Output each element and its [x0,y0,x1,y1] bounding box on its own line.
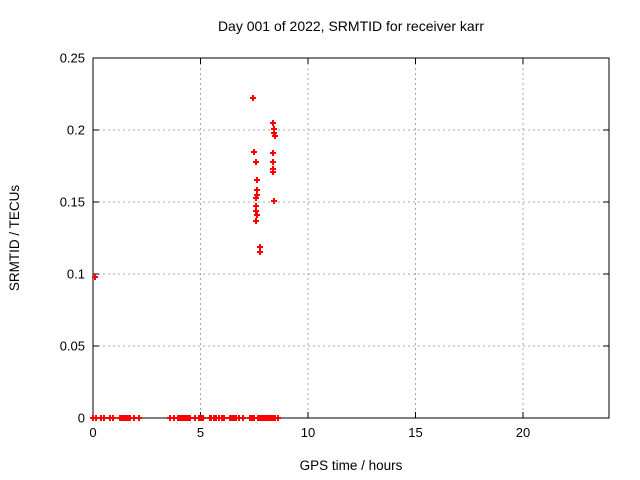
y-tick-label: 0.1 [67,267,85,282]
scatter-point [254,177,260,183]
scatter-point [221,415,227,421]
axis-ticks [92,57,609,419]
x-axis-label: GPS time / hours [300,458,403,473]
scatter-point [270,120,276,126]
x-tick-label: 15 [408,425,422,440]
scatter-point [92,274,98,280]
y-tick-label: 0.15 [60,195,85,210]
scatter-point [200,415,206,421]
scatter-point [254,212,260,218]
grid-lines [93,58,609,418]
scatter-point [136,415,142,421]
scatter-point [271,198,277,204]
y-tick-label: 0.05 [60,339,85,354]
x-tick-label: 0 [89,425,96,440]
scatter-point [253,218,259,224]
x-tick-label: 10 [301,425,315,440]
x-tick-label: 20 [516,425,530,440]
scatter-point [275,415,281,421]
chart-title: Day 001 of 2022, SRMTID for receiver kar… [218,18,484,34]
tick-labels: 0 5 10 15 20 0 0.05 0.1 0.15 0.2 0.25 [60,51,531,441]
y-tick-label: 0 [78,411,85,426]
scatter-point [272,133,278,139]
data-points [90,95,281,421]
y-tick-label: 0.25 [60,51,85,66]
plot-border [92,57,610,419]
y-tick-label: 0.2 [67,123,85,138]
scatter-point [270,159,276,165]
scatter-point [270,169,276,175]
scatter-point [250,95,256,101]
scatter-point [253,159,259,165]
scatter-point [270,150,276,156]
plot-border-rect [92,57,610,419]
y-axis-label: SRMTID / TECUs [7,185,22,292]
scatter-point [110,415,116,421]
scatter-point [251,149,257,155]
scatter-point [257,249,263,255]
scatter-point [240,415,246,421]
scatter-point [101,415,107,421]
x-tick-label: 5 [197,425,204,440]
scatter-point [253,195,259,201]
